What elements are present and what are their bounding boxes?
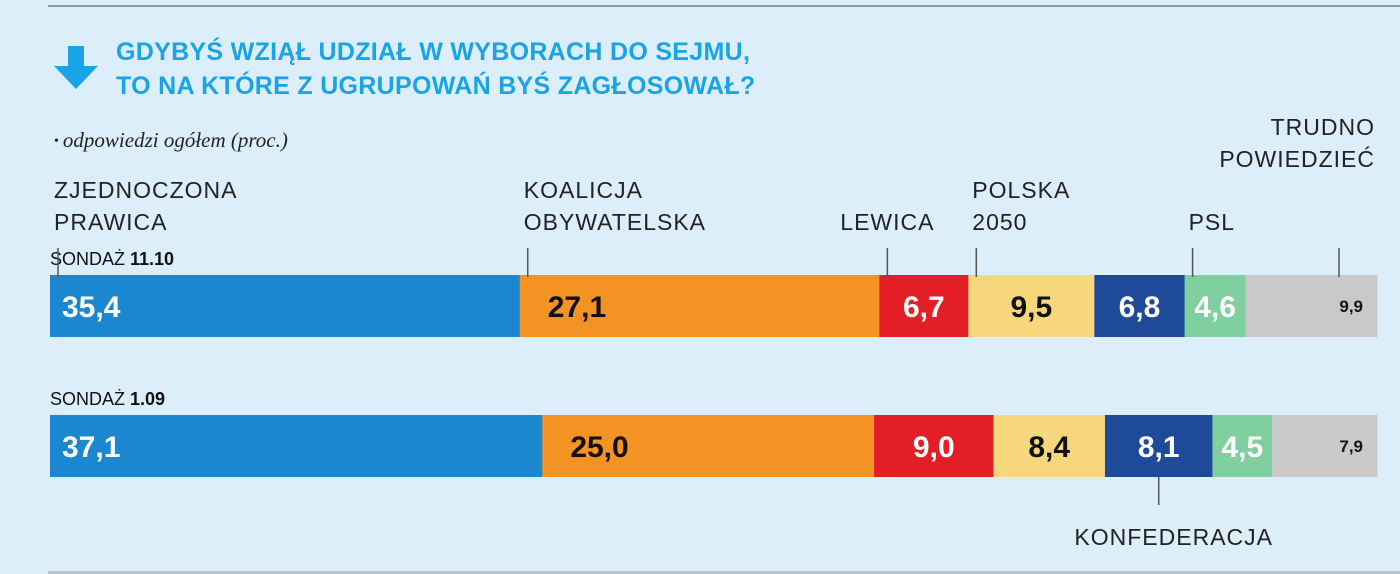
bar-segment	[1212, 415, 1273, 477]
bar-segment	[993, 415, 1106, 477]
bar-segment	[1184, 275, 1247, 337]
data-label: 37,1	[62, 431, 120, 464]
chart-title-line-2: TO NA KTÓRE Z UGRUPOWAŃ BYŚ ZAGŁOSOWAŁ?	[116, 72, 756, 100]
legend-label: POLSKA	[972, 177, 1070, 203]
data-label: 9,5	[1010, 291, 1052, 324]
legend-label: OBYWATELSKA	[524, 209, 706, 235]
bar-segment	[1245, 275, 1378, 337]
bottom-rule	[48, 571, 1400, 574]
data-label: 27,1	[548, 291, 606, 324]
data-label: 9,9	[1339, 297, 1363, 316]
category-label: SONDAŻ 1.09	[50, 389, 165, 409]
data-label: 9,0	[913, 431, 955, 464]
data-label: 6,8	[1119, 291, 1161, 324]
category-label: SONDAŻ 11.10	[50, 249, 174, 269]
legend-label: KOALICJA	[524, 177, 643, 203]
bar-segment	[519, 275, 880, 337]
arrow-down-icon	[54, 46, 98, 89]
bar-segment	[879, 275, 969, 337]
bar-segment	[50, 415, 543, 477]
top-rule	[48, 5, 1400, 7]
legend-label: POWIEDZIEĆ	[1219, 146, 1375, 172]
bar-segment	[1272, 415, 1378, 477]
data-label: 7,9	[1339, 437, 1363, 456]
subtitle-bullet: •	[54, 134, 59, 149]
bar-segment	[874, 415, 994, 477]
data-label: 35,4	[62, 291, 121, 324]
data-label: 25,0	[570, 431, 628, 464]
data-label: 4,6	[1194, 291, 1236, 324]
legend-label: 2050	[972, 209, 1027, 235]
category-prefix: SONDAŻ	[50, 389, 130, 409]
legend-label: PRAWICA	[54, 209, 168, 235]
bar-segment	[542, 415, 875, 477]
legend-label: PSL	[1189, 209, 1235, 235]
data-label: 6,7	[903, 291, 945, 324]
bar-segment	[1104, 415, 1213, 477]
legend-label: LEWICA	[840, 209, 934, 235]
bar-segment	[50, 275, 521, 337]
category-date: 11.10	[130, 249, 174, 269]
legend-label: ZJEDNOCZONA	[54, 177, 238, 203]
category-prefix: SONDAŻ	[50, 249, 130, 269]
bar-segment	[1094, 275, 1186, 337]
data-label: 8,1	[1138, 431, 1180, 464]
data-label: 8,4	[1028, 431, 1070, 464]
data-label: 4,5	[1221, 431, 1263, 464]
subtitle-text: odpowiedzi ogółem (proc.)	[62, 128, 288, 152]
legend-label: TRUDNO	[1271, 114, 1375, 140]
chart-subtitle: • odpowiedzi ogółem (proc.)	[54, 128, 288, 153]
chart-title-line-1: GDYBYŚ WZIĄŁ UDZIAŁ W WYBORACH DO SEJMU,	[116, 38, 751, 66]
bar-segment	[968, 275, 1095, 337]
category-date: 1.09	[130, 389, 165, 409]
legend-label: KONFEDERACJA	[1074, 524, 1273, 550]
